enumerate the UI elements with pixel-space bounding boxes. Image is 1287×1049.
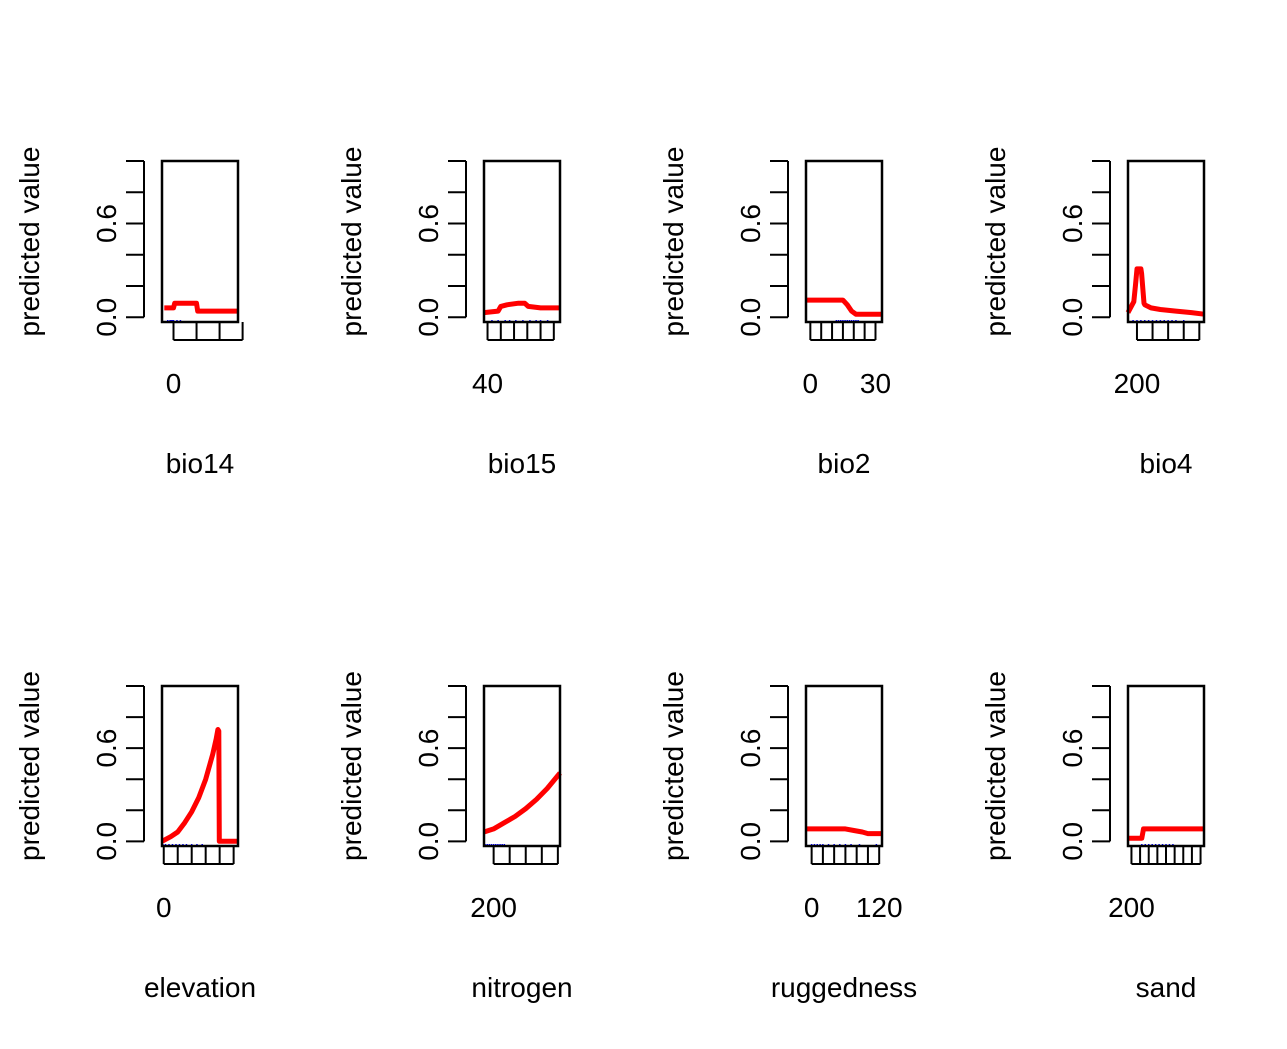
panel-elevation: 0.0 0.6 0 elevation predicted value bbox=[14, 671, 256, 1003]
plot-frame bbox=[804, 684, 884, 848]
x-tick-label: 0 bbox=[803, 368, 819, 399]
x-tick-label: 0 bbox=[166, 368, 182, 399]
y-tick-label: 0.6 bbox=[1057, 204, 1088, 243]
y-tick-label: 0.6 bbox=[91, 204, 122, 243]
response-curve bbox=[164, 300, 238, 314]
y-tick-label: 0.0 bbox=[91, 822, 122, 861]
y-axis-title: predicted value bbox=[980, 147, 1011, 337]
y-axis-title: predicted value bbox=[980, 671, 1011, 861]
panel-bio15: 0.0 0.6 40 bio15 predicted value bbox=[336, 147, 562, 479]
y-tick-label: 0.6 bbox=[413, 729, 444, 768]
plot-frame bbox=[482, 159, 562, 324]
response-curve bbox=[1128, 826, 1204, 841]
y-tick-label: 0.0 bbox=[735, 822, 766, 861]
y-tick-label: 0.0 bbox=[413, 822, 444, 861]
y-tick-label: 0.6 bbox=[735, 204, 766, 243]
panel-bio4: 0.0 0.6 200 bio4 predicted value bbox=[980, 147, 1206, 479]
x-tick-label: 0 bbox=[804, 892, 820, 923]
panel-ruggedness: 0.0 0.6 0 120 ruggedness predicted value bbox=[658, 671, 917, 1003]
response-curve bbox=[806, 297, 882, 317]
y-tick-label: 0.6 bbox=[735, 729, 766, 768]
response-curve bbox=[160, 727, 238, 844]
y-axis-title: predicted value bbox=[14, 147, 45, 337]
x-tick-label: 200 bbox=[470, 892, 517, 923]
y-axis-title: predicted value bbox=[658, 671, 689, 861]
x-tick-label: 120 bbox=[856, 892, 903, 923]
y-tick-label: 0.0 bbox=[413, 298, 444, 337]
x-tick-label: 30 bbox=[860, 368, 891, 399]
x-axis-title: elevation bbox=[144, 972, 256, 1003]
plot-frame bbox=[160, 159, 240, 324]
y-axis-title: predicted value bbox=[336, 671, 367, 861]
x-axis-title: nitrogen bbox=[471, 972, 572, 1003]
plot-frame bbox=[1126, 159, 1206, 324]
y-tick-label: 0.0 bbox=[735, 298, 766, 337]
y-tick-label: 0.6 bbox=[91, 729, 122, 768]
x-axis-title: sand bbox=[1136, 972, 1197, 1003]
x-tick-label: 40 bbox=[472, 368, 503, 399]
plot-frame bbox=[482, 684, 562, 848]
x-axis-title: bio14 bbox=[166, 448, 235, 479]
plot-frame bbox=[1126, 684, 1206, 848]
x-tick-label: 0 bbox=[156, 892, 172, 923]
y-tick-label: 0.0 bbox=[1057, 822, 1088, 861]
y-tick-label: 0.6 bbox=[413, 204, 444, 243]
response-curve bbox=[1125, 266, 1205, 317]
plot-frame bbox=[160, 684, 240, 848]
x-axis-title: bio15 bbox=[488, 448, 557, 479]
response-curve bbox=[806, 826, 882, 837]
panel-bio2: 0.0 0.6 0 30 bio2 predicted value bbox=[658, 147, 891, 479]
y-tick-label: 0.6 bbox=[1057, 729, 1088, 768]
y-axis-title: predicted value bbox=[14, 671, 45, 861]
y-axis-title: predicted value bbox=[658, 147, 689, 337]
x-tick-label: 200 bbox=[1108, 892, 1155, 923]
panel-sand: 0.0 0.6 200 sand predicted value bbox=[980, 671, 1206, 1003]
y-tick-label: 0.0 bbox=[91, 298, 122, 337]
y-axis-title: predicted value bbox=[336, 147, 367, 337]
y-tick-label: 0.0 bbox=[1057, 298, 1088, 337]
x-axis-title: ruggedness bbox=[771, 972, 917, 1003]
panel-bio14: 0.0 0.6 0 bio14 predicted value bbox=[14, 147, 244, 479]
response-curve bbox=[483, 771, 562, 835]
x-axis-title: bio4 bbox=[1140, 448, 1193, 479]
plot-frame bbox=[804, 159, 884, 324]
panel-nitrogen: 0.0 0.6 200 nitrogen predicted value bbox=[336, 671, 573, 1003]
response-curve bbox=[483, 300, 560, 316]
x-tick-label: 200 bbox=[1114, 368, 1161, 399]
x-axis-title: bio2 bbox=[818, 448, 871, 479]
